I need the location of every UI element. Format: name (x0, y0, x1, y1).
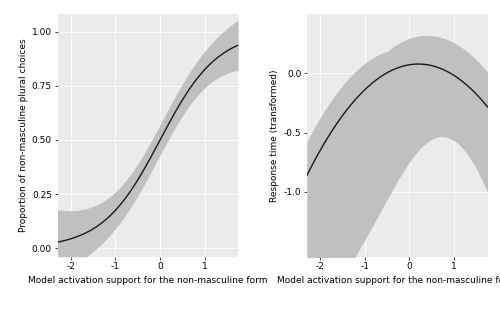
X-axis label: Model activation support for the non-masculine form: Model activation support for the non-mas… (278, 276, 500, 285)
Y-axis label: Response time (transformed): Response time (transformed) (270, 69, 280, 202)
Y-axis label: Proportion of non-masculine plural choices: Proportion of non-masculine plural choic… (18, 39, 28, 232)
X-axis label: Model activation support for the non-masculine form: Model activation support for the non-mas… (28, 276, 268, 285)
